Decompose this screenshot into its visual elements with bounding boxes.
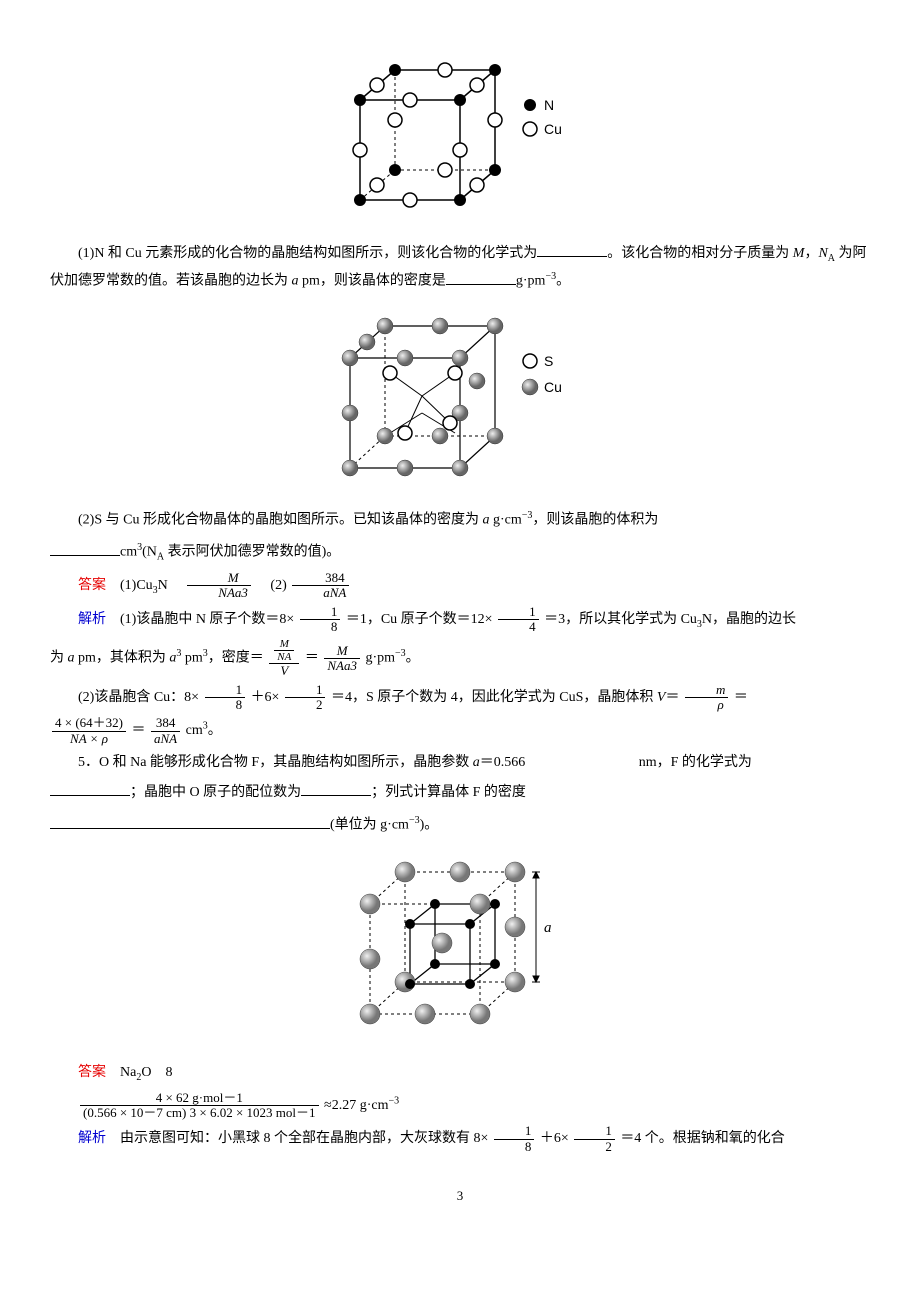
q5-text-3: (单位为 g·cm−3)。 — [50, 811, 870, 839]
svg-text:S: S — [544, 353, 553, 369]
figure-na2o: a — [50, 849, 870, 1050]
answer-line: 答案 (1)Cu3N MNAa3 (2) 384aNA — [50, 571, 870, 601]
svg-text:a: a — [544, 920, 552, 936]
explain-p1: 解析 (1)该晶胞中 N 原子个数＝8× 18 ＝1，Cu 原子个数＝12× 1… — [50, 605, 870, 635]
q5-text-2: ；晶胞中 O 原子的配位数为；列式计算晶体 F 的密度 — [50, 780, 870, 807]
svg-text:Cu: Cu — [544, 379, 562, 395]
explain-p4: 4 × (64＋32)NA × ρ ＝ 384aNA cm3。 — [50, 716, 870, 746]
q2-text-2: cm3(NA 表示阿伏加德罗常数的值)。 — [50, 538, 870, 566]
explain-p2: 为 a pm，其体积为 a3 pm3，密度＝ MNA V ＝ MNAa3 g·p… — [50, 638, 870, 678]
svg-text:N: N — [544, 97, 554, 113]
q1-text: (1)N 和 Cu 元素形成的化合物的晶胞结构如图所示，则该化合物的化学式为。该… — [50, 241, 870, 296]
figure-cu3n: N Cu — [50, 50, 870, 231]
q5-text: 5．O 和 Na 能够形成化合物 F，其晶胞结构如图所示，晶胞参数 a＝0.56… — [50, 750, 870, 777]
explain-p3: (2)该晶胞含 Cu：8× 18 ＋6× 12 ＝4，S 原子个数为 4，因此化… — [50, 683, 870, 713]
answer5-line2: 4 × 62 g·mol－1(0.566 × 10－7 cm) 3 × 6.02… — [78, 1091, 870, 1121]
figure-cus: S Cu — [50, 306, 870, 497]
explain5-line: 解析 由示意图可知：小黑球 8 个全部在晶胞内部，大灰球数有 8× 18 ＋6×… — [50, 1124, 870, 1154]
q2-text: (2)S 与 Cu 形成化合物晶体的晶胞如图所示。已知该晶体的密度为 a g·c… — [50, 506, 870, 534]
page-number: 3 — [50, 1184, 870, 1209]
svg-text:Cu: Cu — [544, 121, 562, 137]
answer5-line1: 答案 Na2O 8 — [50, 1060, 870, 1087]
